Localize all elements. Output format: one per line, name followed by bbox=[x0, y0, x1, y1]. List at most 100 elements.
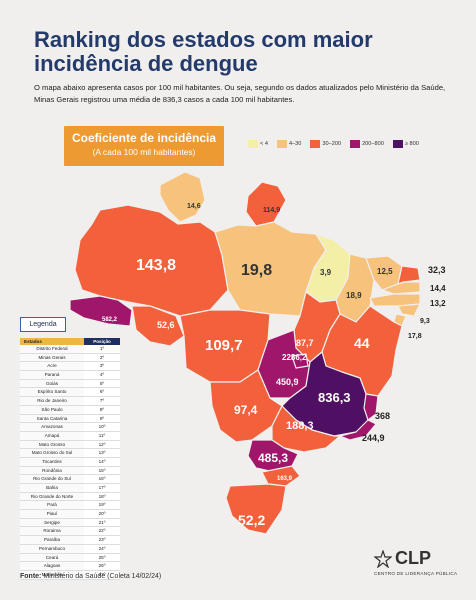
row-state: Paraíba bbox=[20, 536, 84, 544]
value-mg: 836,3 bbox=[318, 390, 351, 405]
scale-label: 30–200 bbox=[322, 141, 342, 147]
row-position: 8º bbox=[84, 405, 120, 414]
row-position: 15º bbox=[84, 466, 120, 475]
value-sc: 163,9 bbox=[277, 476, 293, 482]
row-position: 4º bbox=[84, 371, 120, 379]
row-state: Rio Grande do Norte bbox=[20, 492, 84, 501]
value-ap: 114,9 bbox=[263, 207, 280, 214]
scale-swatch bbox=[310, 140, 321, 148]
row-position: 9º bbox=[84, 414, 120, 423]
brand-mark: CLP bbox=[374, 548, 464, 569]
table-row: Rio de Janeiro 7º bbox=[20, 397, 120, 406]
state-ac bbox=[69, 295, 133, 327]
row-position: 3º bbox=[84, 362, 120, 371]
value-pe: 13,2 bbox=[430, 299, 446, 308]
page-title: Ranking dos estados com maior incidência… bbox=[34, 27, 373, 76]
table-row: Acre 3º bbox=[20, 362, 120, 372]
table-row: Ceará 25º bbox=[20, 553, 120, 563]
value-rj: 244,9 bbox=[362, 433, 385, 443]
state-rn bbox=[397, 265, 421, 285]
row-state: Alagoas bbox=[20, 562, 84, 570]
source-text: Ministério da Saúde bbox=[43, 573, 106, 580]
brand-name: CLP bbox=[395, 548, 431, 568]
row-state: Mato Grosso do Sul bbox=[20, 449, 84, 457]
row-state: Distrito Federal bbox=[20, 345, 84, 353]
value-rr: 14,6 bbox=[187, 203, 201, 210]
row-state: Rondônia bbox=[20, 466, 84, 475]
row-state: Maranhão bbox=[20, 570, 84, 579]
row-state: Pernambuco bbox=[20, 544, 84, 553]
row-state: Amapá bbox=[20, 431, 84, 440]
row-state: Espírito Santo bbox=[20, 388, 84, 397]
coefficient-subtitle: (A cada 100 mil habitantes) bbox=[92, 147, 196, 157]
coefficient-title: Coeficiente de incidência bbox=[71, 131, 217, 145]
table-row: Alagoas 26º bbox=[20, 562, 120, 571]
state-al bbox=[397, 303, 421, 317]
star-icon bbox=[374, 549, 392, 568]
row-position: 24º bbox=[84, 544, 120, 553]
value-rs: 52,2 bbox=[238, 512, 265, 528]
value-am: 143,8 bbox=[136, 257, 176, 274]
row-position: 1º bbox=[84, 345, 120, 353]
row-position: 21º bbox=[84, 518, 120, 527]
scale-item: ≥ 800 bbox=[392, 140, 419, 148]
row-position: 12º bbox=[84, 440, 120, 449]
value-pr: 485,3 bbox=[258, 451, 288, 465]
row-position: 10º bbox=[84, 423, 120, 431]
row-state: Sergipe bbox=[20, 518, 84, 527]
color-scale: < 4 4–30 30–200 200–800 ≥ 800 bbox=[248, 140, 419, 148]
row-state: Piauí bbox=[20, 510, 84, 518]
scale-swatch bbox=[276, 140, 287, 148]
source-note: Fonte: Ministério da Saúde (Coleta 14/02… bbox=[20, 573, 161, 580]
scale-item: 200–800 bbox=[350, 140, 384, 148]
row-position: 22º bbox=[84, 527, 120, 536]
value-pi: 18,9 bbox=[346, 291, 362, 300]
row-position: 23º bbox=[84, 536, 120, 544]
value-ba: 44 bbox=[354, 335, 370, 351]
value-rn: 32,3 bbox=[428, 265, 446, 275]
row-state: Rio de Janeiro bbox=[20, 397, 84, 405]
row-position: 7º bbox=[84, 397, 120, 405]
scale-item: < 4 bbox=[248, 140, 268, 148]
row-position: 14º bbox=[84, 457, 120, 466]
table-row: Distrito Federal 1º bbox=[20, 345, 120, 354]
table-row: Minas Gerais 2º bbox=[20, 353, 120, 363]
table-row: Mato Grosso 12º bbox=[20, 440, 120, 450]
value-pa: 19,8 bbox=[241, 262, 272, 279]
row-state: Santa Catarina bbox=[20, 414, 84, 423]
table-row: Bahia 17º bbox=[20, 484, 120, 493]
state-sc bbox=[261, 465, 301, 487]
table-row: Paraíba 23º bbox=[20, 536, 120, 545]
row-position: 19º bbox=[84, 501, 120, 510]
state-rs bbox=[225, 483, 287, 535]
table-row: Rio Grande do Sul 16º bbox=[20, 475, 120, 484]
table-row: Paraná 4º bbox=[20, 371, 120, 380]
state-sp bbox=[271, 405, 341, 453]
table-row: Rio Grande do Norte 18º bbox=[20, 492, 120, 502]
scale-swatch bbox=[248, 140, 258, 148]
scale-item: 4–30 bbox=[276, 140, 301, 148]
state-rj bbox=[339, 419, 377, 441]
scale-label: ≥ 800 bbox=[404, 141, 419, 147]
table-row: Santa Catarina 9º bbox=[20, 414, 120, 424]
source-date: (Coleta 14/02/24) bbox=[107, 573, 162, 580]
legend-label: Legenda bbox=[20, 317, 66, 332]
row-position: 16º bbox=[84, 475, 120, 483]
state-ro bbox=[131, 305, 185, 347]
row-position: 17º bbox=[84, 484, 120, 492]
value-ms: 97,4 bbox=[234, 403, 258, 417]
row-position: 5º bbox=[84, 379, 120, 388]
table-row: Amazonas 10º bbox=[20, 423, 120, 432]
coefficient-box: Coeficiente de incidência (A cada 100 mi… bbox=[64, 126, 224, 166]
scale-label: < 4 bbox=[260, 141, 268, 147]
value-ac: 582,2 bbox=[102, 317, 118, 323]
scale-swatch bbox=[392, 140, 403, 148]
row-state: Rio Grande do Sul bbox=[20, 475, 84, 483]
row-state: Bahia bbox=[20, 484, 84, 492]
table-row: Mato Grosso do Sul 13º bbox=[20, 449, 120, 458]
row-state: Pará bbox=[20, 501, 84, 510]
value-ma: 3,9 bbox=[320, 268, 332, 277]
row-position: 6º bbox=[84, 388, 120, 397]
row-position: 20º bbox=[84, 510, 120, 518]
page-subtitle: O mapa abaixo apresenta casos por 100 mi… bbox=[34, 83, 446, 104]
